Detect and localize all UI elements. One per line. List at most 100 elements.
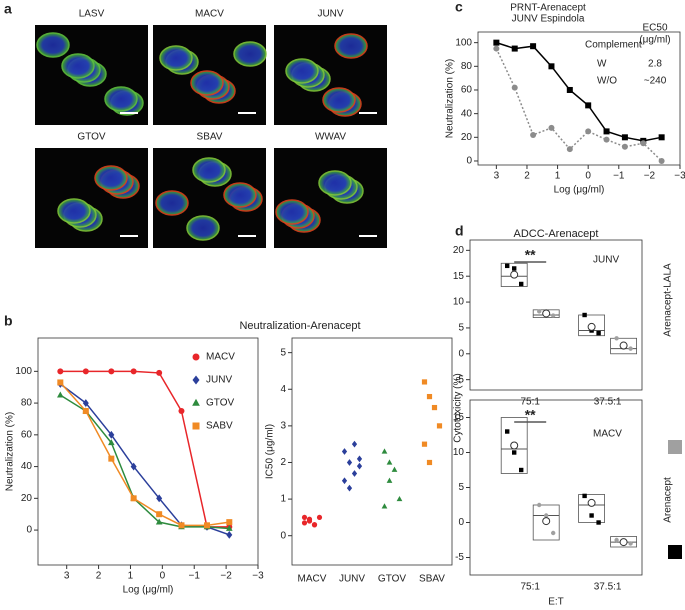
y-tick-label: 10 [453, 297, 465, 308]
marker [356, 455, 363, 463]
y-tick-label: 0 [458, 348, 464, 359]
plot-frame [469, 239, 643, 391]
cell [223, 182, 257, 208]
x-tick-label: 75:1 [520, 582, 540, 593]
x-tick-label: 75:1 [520, 397, 540, 408]
marker [341, 477, 348, 485]
y-tick-label: 20 [461, 132, 473, 143]
marker [226, 524, 233, 531]
marker [551, 530, 556, 536]
marker [130, 368, 137, 375]
x-tick-label: 1 [555, 171, 561, 182]
image-panel: LASV MACV JUNV GTOV SBAV WWAV [35, 9, 387, 248]
marker [301, 514, 308, 521]
y-axis-label: Neutralization (%) [5, 412, 16, 491]
cell [36, 32, 70, 58]
box [500, 417, 528, 474]
marker [512, 266, 517, 271]
series-line [60, 370, 230, 528]
ec50-value: 2.8 [648, 59, 662, 70]
y-tick-label: 4 [280, 384, 286, 395]
marker [356, 462, 363, 470]
marker [566, 86, 573, 93]
marker [108, 368, 115, 375]
marker [421, 379, 428, 385]
marker [178, 522, 185, 529]
series-line [59, 394, 230, 530]
y-axis-label: Neutralization (%) [445, 59, 456, 138]
y-tick-label: 0 [466, 156, 472, 167]
legend-header: Complement [585, 40, 642, 51]
marker [381, 448, 388, 454]
plot-frame [477, 31, 681, 166]
x-axis-label: Log (μg/ml) [123, 585, 174, 596]
legend-marker [192, 398, 200, 406]
chart-title: ADCC-Arenacept [514, 228, 599, 240]
cell [275, 199, 309, 225]
y-tick-label: 15 [453, 271, 465, 282]
marker [596, 330, 601, 336]
series-line [496, 41, 662, 142]
legend-header: (μg/ml) [639, 35, 670, 46]
y-tick-label: 5 [280, 347, 286, 358]
cell [61, 53, 95, 79]
cell [186, 215, 220, 241]
image-label: JUNV [317, 9, 343, 20]
marker [596, 520, 601, 525]
marker [381, 503, 388, 509]
cell [57, 198, 91, 224]
x-tick-label: 3 [64, 571, 70, 582]
marker [493, 45, 500, 52]
x-tick-label: −3 [252, 571, 264, 582]
x-tick-label: −1 [189, 571, 201, 582]
marker [530, 131, 537, 138]
plot-frame [469, 399, 643, 576]
box [578, 314, 605, 337]
panel-title: JUNV [593, 255, 619, 266]
legend-label: MACV [206, 352, 235, 363]
marker [341, 448, 348, 455]
marker [519, 467, 524, 473]
y-tick-label: 5 [458, 323, 464, 334]
legend-marker [192, 422, 200, 430]
panel-label: a [4, 1, 12, 17]
image-label: SBAV [197, 132, 223, 143]
y-tick-label: 80 [21, 398, 33, 409]
series-line [59, 381, 230, 527]
x-tick-label: −2 [220, 571, 232, 582]
marker [431, 404, 438, 411]
marker [658, 157, 665, 164]
cell [159, 45, 193, 71]
x-tick-label: 37.5:1 [594, 582, 622, 593]
legend-marker [192, 353, 200, 361]
marker [566, 146, 573, 153]
y-tick-label: 20 [21, 493, 33, 504]
box [610, 337, 637, 355]
chart-title: Neutralization-Arenacept [239, 320, 360, 332]
mean [542, 517, 551, 526]
y-tick-label: 20 [453, 245, 465, 256]
marker [585, 102, 592, 109]
marker [511, 45, 518, 52]
marker [551, 313, 556, 318]
marker [621, 143, 628, 150]
image-label: GTOV [77, 132, 105, 143]
marker [57, 379, 64, 386]
x-tick-label: 2 [524, 171, 530, 182]
marker [511, 84, 518, 91]
marker [82, 399, 89, 407]
marker [519, 281, 524, 287]
marker [351, 470, 358, 477]
mean [587, 498, 596, 507]
marker [530, 43, 537, 50]
marker [203, 522, 210, 529]
marker [396, 495, 403, 502]
marker [346, 459, 353, 466]
box [500, 262, 528, 287]
x-tick-label: SBAV [419, 574, 445, 585]
mean [619, 538, 628, 547]
y-tick-label: 40 [21, 461, 33, 472]
y-tick-label: 5 [458, 482, 464, 493]
x-axis-label: E:T [548, 597, 564, 608]
x-tick-label: MACV [298, 574, 327, 585]
